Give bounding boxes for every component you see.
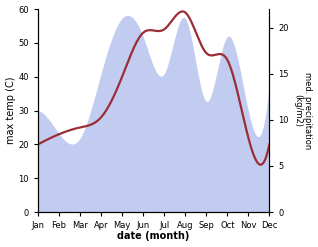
Y-axis label: max temp (C): max temp (C) [5,77,16,144]
X-axis label: date (month): date (month) [117,231,190,242]
Y-axis label: med. precipitation
(kg/m2): med. precipitation (kg/m2) [293,72,313,149]
